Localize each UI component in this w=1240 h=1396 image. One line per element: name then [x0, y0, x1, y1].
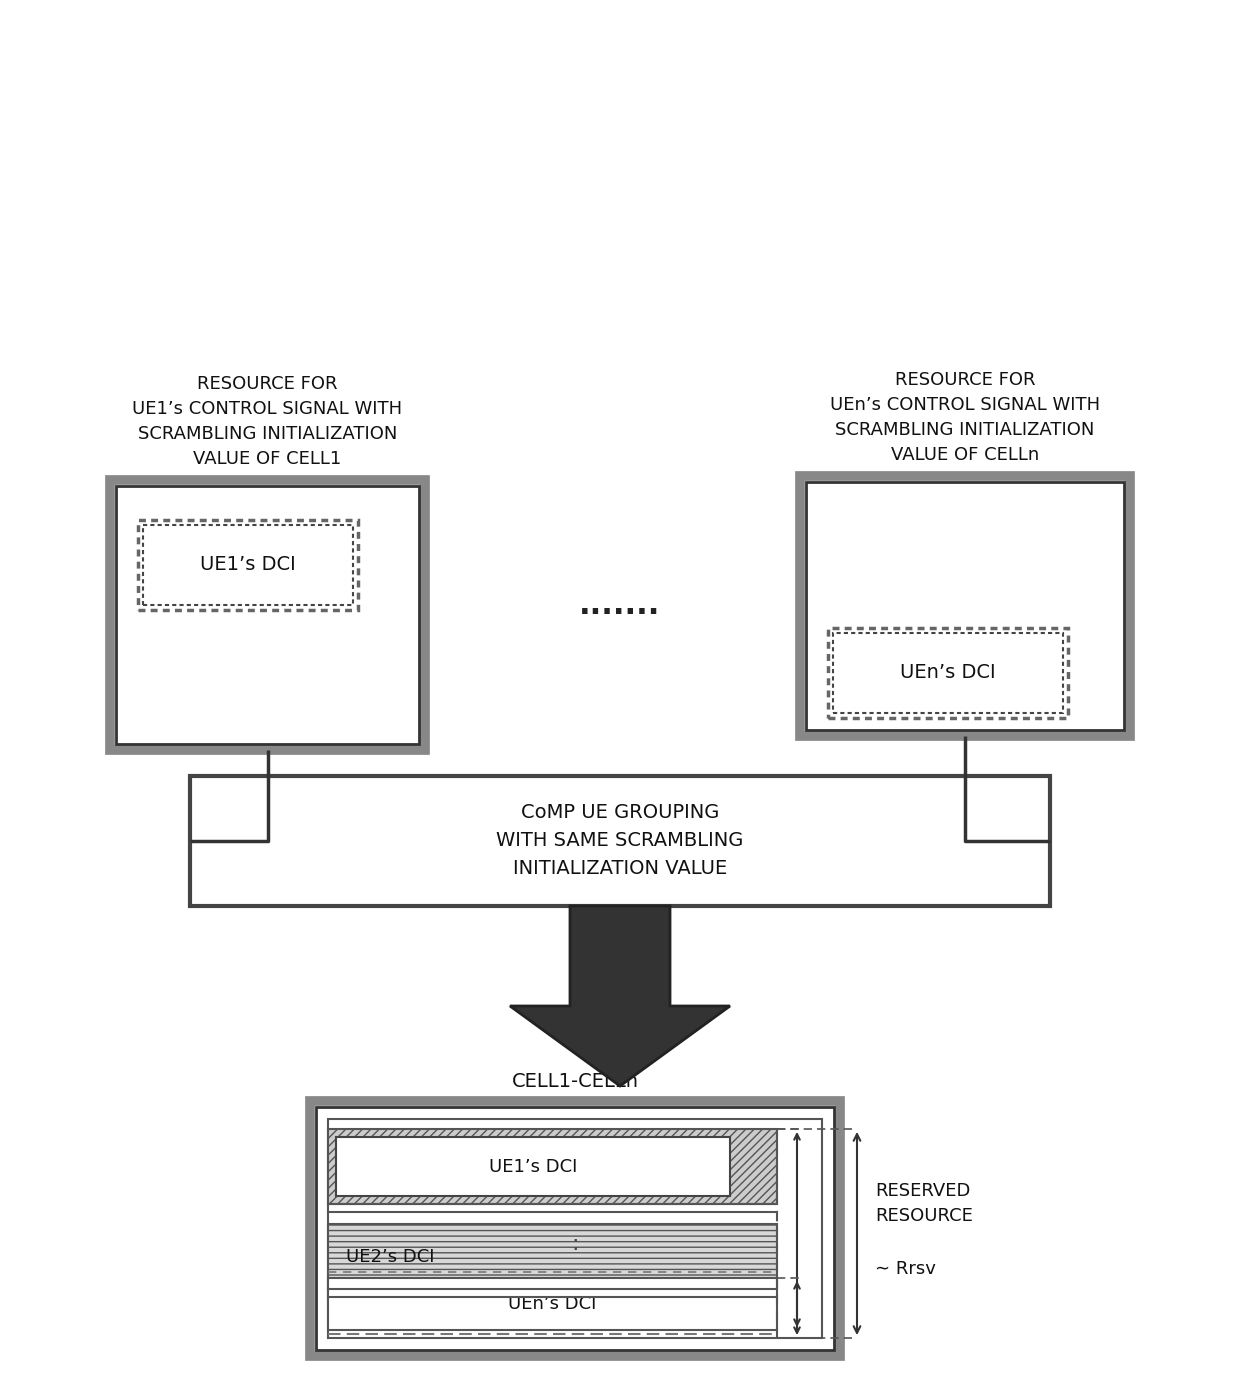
Text: RESOURCE FOR
UE1’s CONTROL SIGNAL WITH
SCRAMBLING INITIALIZATION
VALUE OF CELL1: RESOURCE FOR UE1’s CONTROL SIGNAL WITH S…: [133, 376, 403, 468]
Bar: [143, 525, 353, 604]
Bar: [329, 1277, 777, 1330]
Text: CoMP UE GROUPING
WITH SAME SCRAMBLING
INITIALIZATION VALUE: CoMP UE GROUPING WITH SAME SCRAMBLING IN…: [496, 804, 744, 878]
Bar: [138, 519, 358, 610]
Bar: [310, 1101, 839, 1356]
Bar: [329, 1224, 777, 1289]
Text: ∼ Rrsv: ∼ Rrsv: [875, 1259, 936, 1277]
Bar: [190, 776, 1050, 906]
Text: CELL1-CELLn: CELL1-CELLn: [511, 1072, 639, 1092]
Text: RESERVED
RESOURCE: RESERVED RESOURCE: [875, 1182, 973, 1226]
Text: UE2’s DCI: UE2’s DCI: [346, 1248, 434, 1266]
Bar: [806, 482, 1123, 730]
Text: .......: .......: [579, 592, 661, 620]
Polygon shape: [510, 906, 730, 1086]
Bar: [833, 632, 1063, 713]
Bar: [117, 486, 419, 744]
Text: RESOURCE FOR
UEn’s CONTROL SIGNAL WITH
SCRAMBLING INITIALIZATION
VALUE OF CELLn: RESOURCE FOR UEn’s CONTROL SIGNAL WITH S…: [830, 371, 1100, 463]
Text: UE1’s DCI: UE1’s DCI: [489, 1157, 577, 1175]
Text: UEn’s DCI: UEn’s DCI: [900, 663, 996, 683]
Bar: [329, 1120, 822, 1337]
Bar: [800, 476, 1130, 736]
Bar: [828, 628, 1068, 718]
Bar: [110, 480, 425, 750]
Text: UE1’s DCI: UE1’s DCI: [200, 556, 296, 575]
Text: UEn’s DCI: UEn’s DCI: [508, 1295, 596, 1314]
Bar: [316, 1107, 835, 1350]
Text: :: :: [572, 1234, 579, 1254]
Bar: [329, 1129, 777, 1203]
Bar: [336, 1136, 730, 1196]
